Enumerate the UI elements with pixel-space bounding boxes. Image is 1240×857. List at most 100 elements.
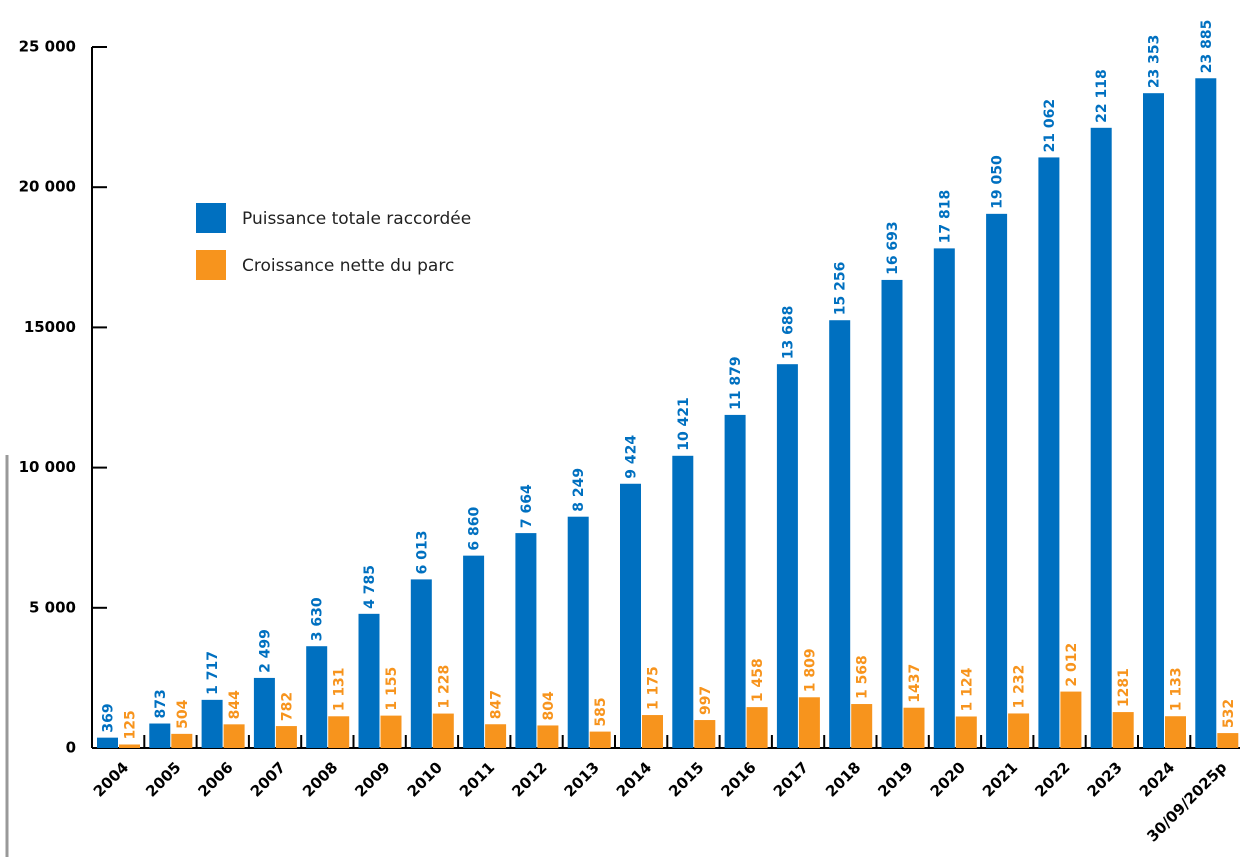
value-label: 1 228 bbox=[436, 665, 452, 709]
bar bbox=[829, 320, 851, 748]
value-label: 1 175 bbox=[646, 666, 662, 710]
bar bbox=[1143, 93, 1164, 748]
value-label: 844 bbox=[227, 690, 243, 719]
value-label: 997 bbox=[698, 686, 714, 715]
value-label: 23 885 bbox=[1199, 20, 1215, 74]
bar bbox=[1112, 712, 1134, 748]
value-label: 21 062 bbox=[1042, 99, 1058, 153]
bar bbox=[881, 279, 903, 748]
legend-swatch bbox=[196, 203, 226, 233]
y-tick-label: 20 000 bbox=[19, 178, 76, 196]
value-label: 8 249 bbox=[571, 468, 587, 512]
value-label: 1 133 bbox=[1169, 667, 1185, 711]
value-label: 532 bbox=[1221, 699, 1237, 728]
x-tick-label: 2015 bbox=[665, 758, 707, 800]
value-label: 1281 bbox=[1116, 668, 1132, 707]
value-label: 585 bbox=[593, 697, 609, 726]
value-label: 7 664 bbox=[519, 484, 535, 528]
value-label: 15 256 bbox=[833, 262, 849, 316]
value-label: 1 717 bbox=[205, 651, 221, 695]
value-label: 1 809 bbox=[802, 648, 818, 692]
bar bbox=[776, 364, 798, 748]
bar bbox=[642, 715, 663, 748]
x-tick-label: 2017 bbox=[770, 758, 812, 800]
x-tick-label: 2006 bbox=[195, 758, 237, 800]
bar bbox=[223, 724, 245, 748]
value-label: 19 050 bbox=[990, 155, 1006, 209]
value-label: 804 bbox=[541, 691, 557, 720]
legend-swatch bbox=[196, 250, 226, 280]
bar bbox=[537, 725, 559, 748]
bar bbox=[1060, 691, 1082, 748]
bar bbox=[171, 733, 193, 748]
bar bbox=[328, 716, 350, 748]
value-label: 847 bbox=[489, 690, 505, 719]
value-label: 6 860 bbox=[467, 507, 483, 551]
x-tick-label: 2013 bbox=[561, 758, 603, 800]
bar bbox=[724, 414, 746, 748]
bar bbox=[119, 744, 140, 748]
value-label: 17 818 bbox=[937, 190, 953, 244]
bar bbox=[1038, 157, 1060, 749]
bar bbox=[567, 516, 589, 748]
value-label: 1437 bbox=[907, 664, 923, 703]
bar bbox=[955, 716, 977, 748]
bar bbox=[620, 483, 641, 748]
value-label: 1 131 bbox=[332, 667, 348, 711]
x-tick-label: 2023 bbox=[1084, 758, 1126, 800]
value-label: 504 bbox=[175, 699, 191, 728]
bar bbox=[253, 677, 275, 748]
x-tick-label: 2024 bbox=[1136, 758, 1178, 800]
y-tick-label: 15000 bbox=[24, 318, 76, 336]
value-label: 9 424 bbox=[624, 435, 640, 479]
bar bbox=[986, 213, 1008, 748]
bar bbox=[97, 737, 118, 748]
bar bbox=[380, 715, 402, 748]
x-tick-label: 2018 bbox=[822, 758, 864, 800]
x-tick-label: 2016 bbox=[718, 758, 760, 800]
x-tick-label: 2005 bbox=[142, 758, 184, 800]
bar bbox=[746, 707, 768, 748]
bar bbox=[903, 707, 925, 748]
legend-label: Croissance nette du parc bbox=[242, 256, 454, 276]
value-label: 4 785 bbox=[362, 565, 378, 609]
y-tick-label: 0 bbox=[66, 739, 76, 757]
value-label: 22 118 bbox=[1094, 69, 1110, 123]
bar bbox=[515, 533, 537, 748]
x-tick-label: 2011 bbox=[456, 758, 498, 800]
x-tick-label: 2021 bbox=[979, 758, 1021, 800]
bar bbox=[463, 555, 485, 748]
bar bbox=[149, 723, 171, 748]
bar bbox=[798, 697, 820, 748]
value-label: 10 421 bbox=[676, 397, 692, 451]
y-tick-label: 25 000 bbox=[19, 38, 76, 56]
bar bbox=[306, 646, 328, 748]
value-label: 11 879 bbox=[728, 356, 744, 410]
value-label: 2 012 bbox=[1064, 643, 1080, 687]
bar bbox=[694, 720, 716, 748]
bar bbox=[1008, 713, 1030, 748]
bar bbox=[410, 579, 432, 748]
bar bbox=[485, 724, 507, 748]
value-label: 6 013 bbox=[414, 531, 430, 575]
value-label: 13 688 bbox=[780, 306, 796, 360]
bar bbox=[589, 731, 611, 748]
x-tick-label: 2007 bbox=[247, 758, 289, 800]
bar bbox=[432, 713, 454, 748]
x-tick-label: 2010 bbox=[404, 758, 446, 800]
bar bbox=[933, 248, 955, 748]
legend-label: Puissance totale raccordée bbox=[242, 209, 471, 229]
bar bbox=[851, 704, 873, 748]
x-tick-label: 2014 bbox=[613, 758, 655, 800]
x-tick-label: 2004 bbox=[90, 758, 132, 800]
x-tick-label: 2009 bbox=[351, 758, 393, 800]
value-label: 1 458 bbox=[750, 658, 766, 702]
value-label: 1 155 bbox=[384, 667, 400, 711]
value-label: 1 124 bbox=[959, 667, 975, 711]
bar bbox=[1165, 716, 1186, 748]
x-tick-label: 2008 bbox=[299, 758, 341, 800]
bar bbox=[358, 613, 380, 748]
x-tick-label: 2012 bbox=[508, 758, 550, 800]
value-label: 782 bbox=[279, 692, 295, 721]
